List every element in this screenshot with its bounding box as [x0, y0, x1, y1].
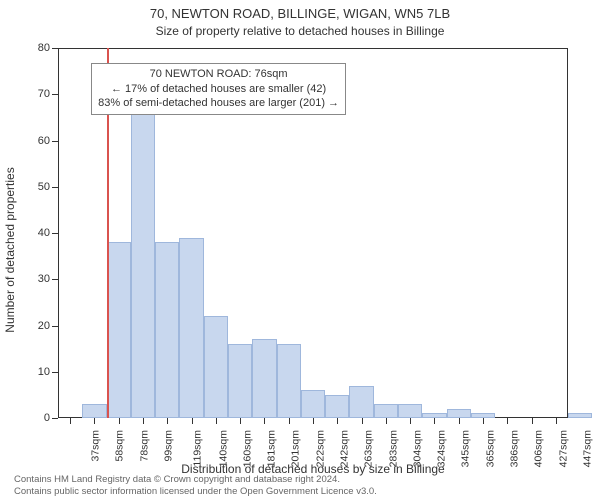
- histogram-bar: [252, 339, 276, 418]
- xtick: [483, 418, 484, 424]
- ytick-label: 70: [38, 88, 58, 100]
- histogram-bar: [325, 395, 349, 418]
- histogram-bar: [398, 404, 422, 418]
- histogram-bar: [82, 404, 106, 418]
- ytick-label: 0: [44, 412, 58, 424]
- xtick: [386, 418, 387, 424]
- xtick: [313, 418, 314, 424]
- annotation-box: 70 NEWTON ROAD: 76sqm← 17% of detached h…: [91, 63, 346, 116]
- xtick: [410, 418, 411, 424]
- histogram-bar: [568, 413, 592, 418]
- xtick: [119, 418, 120, 424]
- xtick: [143, 418, 144, 424]
- histogram-bar: [277, 344, 301, 418]
- ytick-label: 60: [38, 135, 58, 147]
- histogram-bar: [155, 242, 179, 418]
- histogram-bar: [374, 404, 398, 418]
- y-axis-label: Number of detached properties: [3, 167, 17, 332]
- page-title: 70, NEWTON ROAD, BILLINGE, WIGAN, WN5 7L…: [0, 6, 600, 21]
- footer-line-1: Contains HM Land Registry data © Crown c…: [14, 474, 377, 486]
- xtick-label: 447sqm: [581, 430, 593, 467]
- annotation-line: 83% of semi-detached houses are larger (…: [98, 96, 339, 111]
- xtick-label: 78sqm: [138, 430, 150, 462]
- xtick: [507, 418, 508, 424]
- xtick: [532, 418, 533, 424]
- histogram-bar: [204, 316, 228, 418]
- histogram-bar: [422, 413, 446, 418]
- histogram-bar: [107, 242, 131, 418]
- xtick-label: 58sqm: [114, 430, 126, 462]
- xtick: [216, 418, 217, 424]
- ytick-label: 30: [38, 273, 58, 285]
- histogram-bar: [228, 344, 252, 418]
- histogram-bar: [179, 238, 203, 418]
- xtick: [192, 418, 193, 424]
- footer-attribution: Contains HM Land Registry data © Crown c…: [14, 474, 377, 498]
- xtick: [289, 418, 290, 424]
- xtick-label: 37sqm: [90, 430, 102, 462]
- xtick: [240, 418, 241, 424]
- chart-plot-area: 0102030405060708037sqm58sqm78sqm99sqm119…: [58, 48, 568, 418]
- xtick: [362, 418, 363, 424]
- annotation-line: ← 17% of detached houses are smaller (42…: [98, 82, 339, 97]
- ytick-label: 80: [38, 42, 58, 54]
- xtick-label: 99sqm: [163, 430, 175, 462]
- xtick: [70, 418, 71, 424]
- ytick-label: 20: [38, 320, 58, 332]
- xtick: [264, 418, 265, 424]
- xtick: [434, 418, 435, 424]
- histogram-bar: [471, 413, 495, 418]
- ytick-label: 10: [38, 366, 58, 378]
- xtick: [459, 418, 460, 424]
- histogram-bar: [131, 108, 155, 418]
- xtick: [556, 418, 557, 424]
- histogram-bar: [447, 409, 471, 418]
- xtick: [94, 418, 95, 424]
- xtick: [167, 418, 168, 424]
- histogram-bar: [349, 386, 373, 418]
- histogram-bar: [301, 390, 325, 418]
- footer-line-2: Contains public sector information licen…: [14, 486, 377, 498]
- ytick-label: 50: [38, 181, 58, 193]
- chart-subtitle: Size of property relative to detached ho…: [0, 24, 600, 38]
- xtick: [337, 418, 338, 424]
- annotation-line: 70 NEWTON ROAD: 76sqm: [98, 67, 339, 82]
- ytick-label: 40: [38, 227, 58, 239]
